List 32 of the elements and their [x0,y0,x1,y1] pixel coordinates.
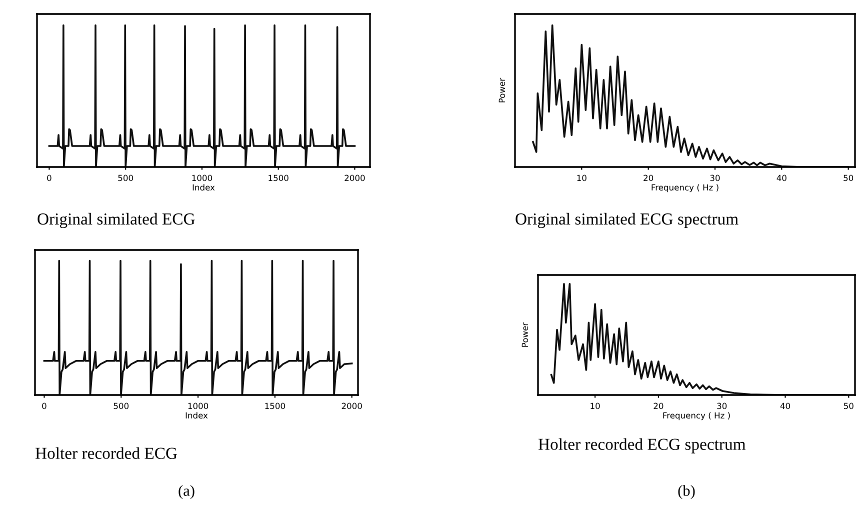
x-axis-title: Frequency ( Hz ) [663,412,730,420]
x-tick-label: 30 [710,174,720,182]
y-axis-title: Power [522,322,528,347]
x-tick-label: 10 [590,402,600,410]
x-axis-title: Index [192,184,215,191]
y-axis-title: Power [498,78,506,102]
text: Holter recorded ECG spectrum [538,438,746,454]
x-tick-label: 500 [118,174,133,182]
x-tick-label: 0 [47,174,52,182]
text: Original similated ECG spectrum [516,212,738,228]
x-tick-label: 20 [644,174,654,182]
x-tick-label: 50 [844,402,854,410]
x-tick-label: 40 [780,402,790,410]
text: (a) [178,485,194,499]
x-tick-label: 1500 [268,174,288,182]
text: Original similated ECG [38,212,195,228]
text: (b) [678,485,695,499]
x-tick-label: 500 [114,402,129,410]
x-axis-title: Index [186,412,208,419]
x-tick-label: 1000 [188,402,208,410]
x-tick-label: 1000 [192,174,212,182]
x-tick-label: 1500 [265,402,285,410]
x-axis-title: Frequency ( Hz ) [652,184,718,192]
x-tick-label: 50 [844,174,854,182]
x-tick-label: 20 [654,402,664,410]
x-tick-label: 0 [42,402,46,410]
x-tick-label: 10 [577,174,586,182]
x-tick-label: 40 [776,174,786,182]
text: Holter recorded ECG [35,447,178,459]
x-tick-label: 2000 [344,174,365,182]
x-tick-label: 2000 [342,402,362,410]
x-tick-label: 30 [717,402,727,410]
